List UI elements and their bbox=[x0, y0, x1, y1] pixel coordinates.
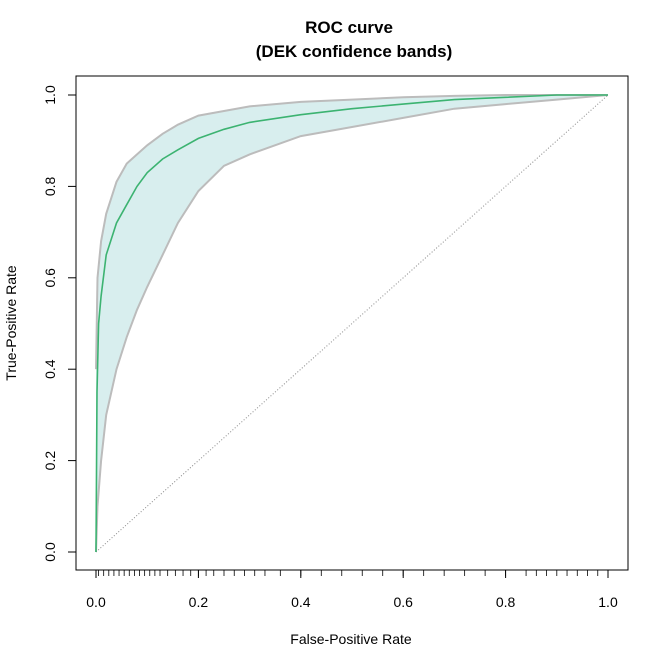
y-axis: 0.0 0.2 0.4 0.6 0.8 1.0 bbox=[42, 85, 77, 562]
x-tick-label: 0.8 bbox=[496, 594, 516, 610]
x-tick-label: 1.0 bbox=[598, 594, 618, 610]
chance-diagonal bbox=[95, 94, 609, 553]
y-tick-label: 0.8 bbox=[42, 176, 58, 196]
chart-title: ROC curve bbox=[305, 18, 393, 37]
x-axis: 0.0 0.2 0.4 0.6 0.8 1.0 bbox=[86, 569, 618, 610]
roc-curve bbox=[95, 94, 608, 553]
roc-line bbox=[95, 94, 608, 553]
x-tick-label: 0.4 bbox=[291, 594, 311, 610]
x-tick-label: 0.6 bbox=[393, 594, 413, 610]
upper-band-line bbox=[95, 94, 608, 370]
y-tick-label: 1.0 bbox=[42, 85, 58, 105]
lower-band-line bbox=[95, 94, 609, 553]
y-tick-label: 0.4 bbox=[42, 359, 58, 379]
y-tick-label: 0.6 bbox=[42, 268, 58, 288]
confidence-band bbox=[95, 94, 609, 553]
diagonal-line bbox=[95, 94, 609, 553]
chart-subtitle: (DEK confidence bands) bbox=[256, 42, 452, 61]
x-axis-label: False-Positive Rate bbox=[290, 631, 412, 647]
rug-ticks bbox=[98, 570, 609, 576]
y-tick-label: 0.0 bbox=[42, 542, 58, 562]
x-tick-label: 0.0 bbox=[86, 594, 106, 610]
y-tick-label: 0.2 bbox=[42, 451, 58, 471]
y-axis-label: True-Positive Rate bbox=[3, 265, 19, 381]
x-tick-label: 0.2 bbox=[189, 594, 209, 610]
